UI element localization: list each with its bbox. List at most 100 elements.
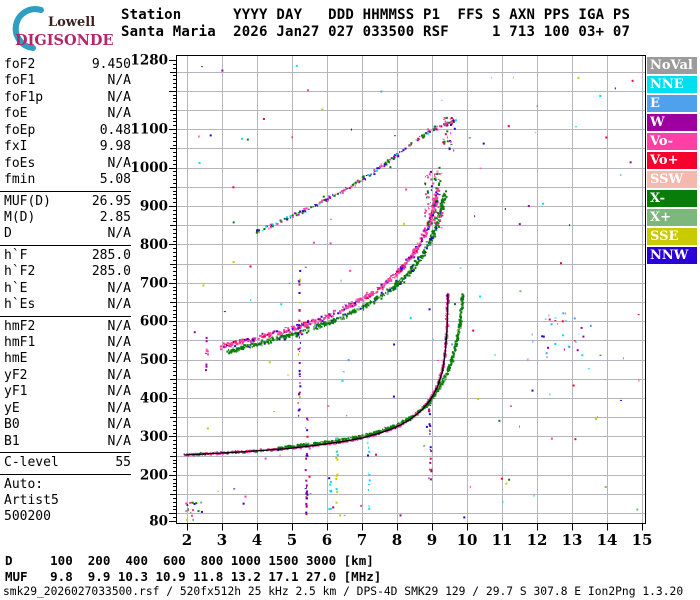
svg-text:800: 800 (140, 237, 168, 253)
svg-text:8: 8 (392, 531, 402, 549)
param-label: fxI (4, 139, 28, 155)
svg-text:200: 200 (140, 467, 168, 483)
param-value: 285.0 (91, 247, 131, 263)
param-value: N/A (107, 384, 131, 400)
divider (0, 315, 131, 317)
param-row-fxi: fxI 9.98 (4, 139, 131, 155)
param-row-foes: foEs N/A (4, 156, 131, 172)
svg-text:900: 900 (140, 198, 168, 214)
param-row-fof2: foF2 9.450 (4, 57, 131, 73)
autoscaling-info-line: Artist5 (4, 492, 59, 508)
legend-item-w: W (647, 114, 697, 131)
param-row-hmf2: hmF2 N/A (4, 319, 131, 335)
param-label: fmin (4, 172, 36, 188)
param-value: 5.08 (99, 172, 131, 188)
param-value: N/A (107, 106, 131, 122)
param-label: D (4, 226, 12, 242)
svg-text:1000: 1000 (130, 160, 168, 176)
param-label: hmF2 (4, 318, 36, 334)
param-row-hf2: h`F2 285.0 (4, 264, 131, 280)
param-row-fof1: foF1 N/A (4, 73, 131, 89)
param-value: N/A (107, 400, 131, 416)
legend-item-vo-: Vo- (647, 133, 697, 150)
param-row-foe: foE N/A (4, 106, 131, 122)
svg-text:300: 300 (140, 429, 168, 445)
svg-text:600: 600 (140, 314, 168, 330)
param-label: foEs (4, 155, 36, 171)
param-label: foF1p (4, 89, 44, 105)
svg-text:12: 12 (527, 531, 548, 549)
svg-text:4: 4 (252, 531, 262, 549)
param-label: foE (4, 106, 28, 122)
param-row-d: D N/A (4, 226, 131, 242)
param-value: N/A (107, 226, 131, 242)
param-label: h`Es (4, 297, 36, 313)
legend-item-noval: NoVal (647, 57, 697, 74)
param-row-foep: foEp 0.48 (4, 123, 131, 139)
param-label: foF1 (4, 73, 36, 89)
svg-text:500: 500 (140, 352, 168, 368)
svg-text:1280: 1280 (130, 52, 168, 68)
svg-text:700: 700 (140, 275, 168, 291)
svg-text:1100: 1100 (130, 122, 168, 138)
autoscaling-info-line: 500200 (4, 509, 51, 525)
param-label: M(D) (4, 209, 36, 225)
param-value: N/A (107, 351, 131, 367)
param-value: N/A (107, 433, 131, 449)
param-row-hme: hmE N/A (4, 351, 131, 367)
param-label: h`F2 (4, 264, 36, 280)
param-label: yE (4, 400, 20, 416)
param-value: N/A (107, 297, 131, 313)
legend-item-x+: X+ (647, 209, 697, 226)
param-row-he: h`E N/A (4, 281, 131, 297)
param-label: foEp (4, 122, 36, 138)
svg-text:9: 9 (427, 531, 437, 549)
param-row-hes: h`Es N/A (4, 297, 131, 313)
footer-file-info: smk29_2026027033500.rsf / 520fx512h 25 k… (3, 585, 684, 598)
param-value: N/A (107, 155, 131, 171)
param-value: 26.95 (91, 193, 131, 209)
echo-direction-legend: NoVal NNE E W Vo- Vo+ SSW X- X+ SSE NNW (647, 57, 697, 266)
legend-item-vo+: Vo+ (647, 152, 697, 169)
param-row-b1: B1 N/A (4, 434, 131, 450)
param-row-b0: B0 N/A (4, 417, 131, 433)
svg-text:7: 7 (357, 531, 367, 549)
legend-item-ssw: SSW (647, 171, 697, 188)
param-row-yf2: yF2 N/A (4, 368, 131, 384)
divider (0, 244, 131, 246)
svg-text:3: 3 (217, 531, 227, 549)
header-station-values: Santa Maria 2026 Jan27 027 033500 RSF 1 … (121, 24, 631, 40)
legend-item-sse: SSE (647, 228, 697, 245)
param-value: N/A (107, 417, 131, 433)
param-value: N/A (107, 280, 131, 296)
divider (0, 473, 131, 475)
param-label: MUF(D) (4, 193, 51, 209)
svg-text:2: 2 (182, 531, 192, 549)
param-label: h`F (4, 247, 28, 263)
svg-text:14: 14 (597, 531, 618, 549)
param-value: N/A (107, 367, 131, 383)
logo-lowell-text: Lowell (48, 15, 95, 30)
param-row-clevel: C-level 55 (4, 455, 131, 471)
legend-item-nnw: NNW (647, 247, 697, 264)
lowell-digisonde-logo: Lowell DIGISONDE (12, 6, 114, 51)
crescent-icon (12, 6, 44, 51)
param-value: 55 (115, 455, 131, 471)
divider (0, 452, 131, 454)
param-label: B0 (4, 417, 20, 433)
svg-text:80: 80 (149, 514, 168, 530)
param-value: N/A (107, 335, 131, 350)
param-label: foF2 (4, 57, 36, 72)
svg-text:10: 10 (457, 531, 478, 549)
param-row-mufd: MUF(D) 26.95 (4, 194, 131, 210)
param-value: 9.450 (91, 57, 131, 72)
param-value: 2.85 (99, 209, 131, 225)
divider (0, 190, 131, 192)
param-value: 0.48 (99, 122, 131, 138)
svg-text:13: 13 (562, 531, 583, 549)
param-value: N/A (107, 73, 131, 89)
param-label: B1 (4, 433, 20, 449)
param-label: yF1 (4, 384, 28, 400)
